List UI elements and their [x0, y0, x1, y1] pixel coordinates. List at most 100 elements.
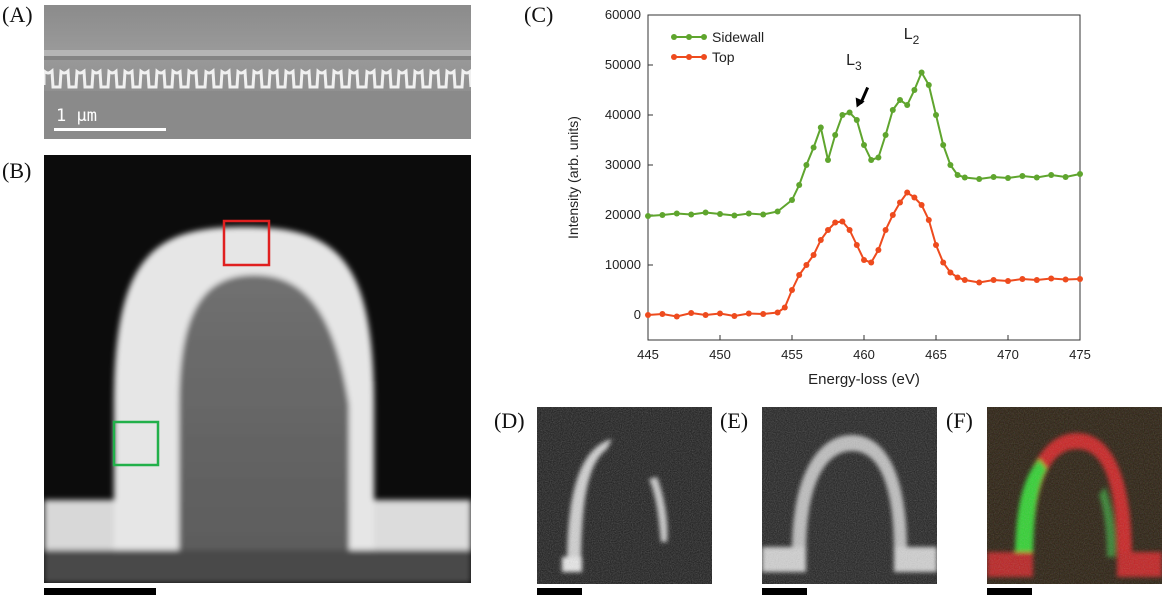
series-line [647, 191, 1081, 318]
data-point [911, 194, 918, 201]
data-point [717, 310, 723, 317]
legend-item: Sidewall [671, 29, 764, 45]
data-point [839, 218, 846, 225]
panel-f-overlay [987, 407, 1162, 584]
legend-item: Top [671, 49, 735, 65]
panel-b-sem-cross-section [44, 155, 471, 583]
data-point [659, 311, 666, 317]
data-point [731, 212, 738, 219]
data-point [897, 199, 903, 206]
data-point [760, 211, 767, 218]
data-point [947, 269, 954, 276]
data-point [976, 279, 983, 286]
legend-marker [701, 54, 707, 60]
x-tick-label: 450 [709, 347, 731, 362]
x-tick-label: 455 [781, 347, 803, 362]
data-point [868, 259, 875, 266]
arrow-head [855, 97, 865, 108]
data-point [1005, 278, 1011, 284]
panel-e-map [762, 407, 937, 584]
series-sidewall [645, 69, 1083, 219]
data-point [825, 157, 831, 163]
data-point [882, 132, 889, 138]
data-point [1033, 174, 1040, 181]
data-point [803, 262, 810, 268]
panel-a-sem-image: 1 μm [44, 5, 471, 139]
legend-marker [686, 54, 692, 60]
data-point [925, 217, 932, 223]
x-tick-label: 465 [925, 347, 947, 362]
data-point [882, 227, 889, 233]
x-tick-label: 460 [853, 347, 875, 362]
data-point [688, 211, 695, 218]
data-point [861, 257, 867, 263]
data-point [1048, 172, 1055, 178]
data-point [781, 304, 788, 311]
data-point [846, 227, 853, 233]
panel-b-scalebar [44, 588, 156, 595]
data-point [1019, 276, 1026, 282]
data-point [789, 197, 795, 203]
data-point [925, 82, 932, 88]
data-point [933, 112, 939, 118]
data-point [1062, 276, 1069, 283]
roi-top-box [222, 219, 271, 267]
data-point [817, 237, 824, 243]
roi-sidewall-box [112, 420, 160, 467]
data-point [990, 174, 997, 180]
y-tick-label: 30000 [605, 157, 641, 172]
data-point [645, 213, 651, 219]
data-point [774, 208, 781, 215]
legend-label: Sidewall [712, 29, 764, 45]
data-point [839, 112, 846, 118]
data-point [861, 142, 867, 148]
data-point [832, 219, 839, 226]
x-axis-label: Energy-loss (eV) [808, 371, 920, 388]
data-point [673, 210, 680, 217]
eels-chart: 445 450 455 460 465 470 475 0 10000 20000 30000 400… [560, 0, 1100, 400]
panel-d-scalebar [537, 588, 582, 595]
y-tick-label: 20000 [605, 207, 641, 222]
data-point [796, 182, 803, 188]
data-point [731, 313, 738, 319]
data-point [897, 97, 903, 103]
data-point [832, 132, 839, 138]
data-point [1077, 276, 1083, 282]
data-point [889, 107, 896, 113]
y-tick-label: 60000 [605, 7, 641, 22]
data-point [659, 212, 666, 218]
panel-d-label: (D) [494, 408, 525, 433]
series-top [645, 189, 1083, 320]
legend-label: Top [712, 49, 735, 65]
panel-e-scalebar [762, 588, 807, 595]
data-point [702, 312, 709, 318]
data-point [645, 312, 651, 318]
data-point [933, 242, 939, 248]
data-point [904, 189, 911, 196]
data-point [803, 162, 810, 168]
data-point [904, 102, 911, 108]
data-point [954, 274, 961, 281]
data-point [688, 310, 695, 316]
data-point [976, 176, 983, 182]
legend-marker [686, 34, 692, 40]
y-tick-label: 10000 [605, 257, 641, 272]
data-point [954, 172, 961, 178]
data-point [825, 227, 831, 233]
panel-a-label: (A) [2, 2, 33, 27]
data-point [1005, 175, 1011, 181]
panel-f-scalebar [987, 588, 1032, 595]
data-point [940, 259, 947, 266]
peak-label: L3 [846, 52, 862, 73]
data-point [853, 117, 860, 123]
data-point [817, 124, 824, 131]
x-tick-label: 475 [1069, 347, 1091, 362]
data-point [810, 252, 817, 258]
x-tick-label: 445 [637, 347, 659, 362]
data-point [1077, 171, 1083, 177]
data-point [702, 209, 709, 216]
panel-d-map [537, 407, 712, 584]
data-point [789, 287, 795, 293]
data-point [918, 69, 925, 76]
data-point [760, 311, 767, 317]
